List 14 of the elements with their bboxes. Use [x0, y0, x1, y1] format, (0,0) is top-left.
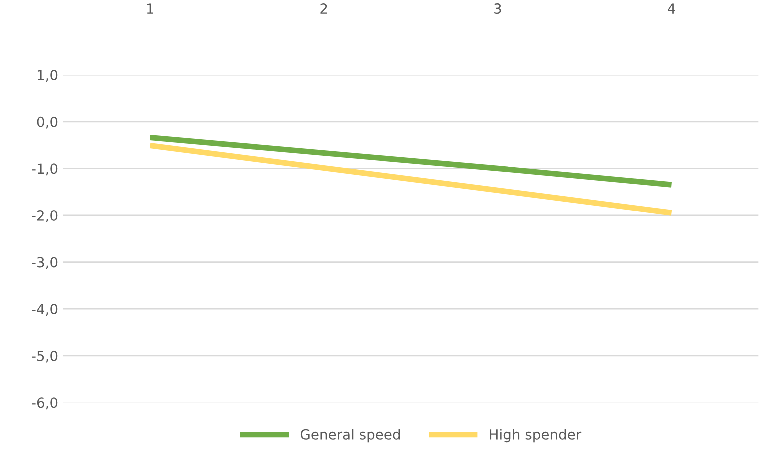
- y-tick-label: -6,0: [32, 398, 58, 410]
- legend-label: General speed: [300, 429, 400, 443]
- legend-label: High spender: [490, 429, 582, 443]
- y-tick-label: -5,0: [32, 350, 58, 363]
- y-tick-label: 0,0: [37, 116, 58, 129]
- y-tick-label: -3,0: [32, 257, 58, 270]
- y-tick-label: 1,0: [38, 70, 58, 82]
- y-tick-label: -4,0: [32, 304, 58, 316]
- x-tick-label: 1: [147, 4, 154, 14]
- y-tick-label: -1,0: [32, 164, 58, 176]
- x-tick-label: 4: [668, 4, 676, 14]
- x-tick-label: 3: [494, 4, 502, 14]
- x-tick-label: 2: [320, 4, 328, 14]
- y-tick-label: -2,0: [32, 210, 58, 222]
